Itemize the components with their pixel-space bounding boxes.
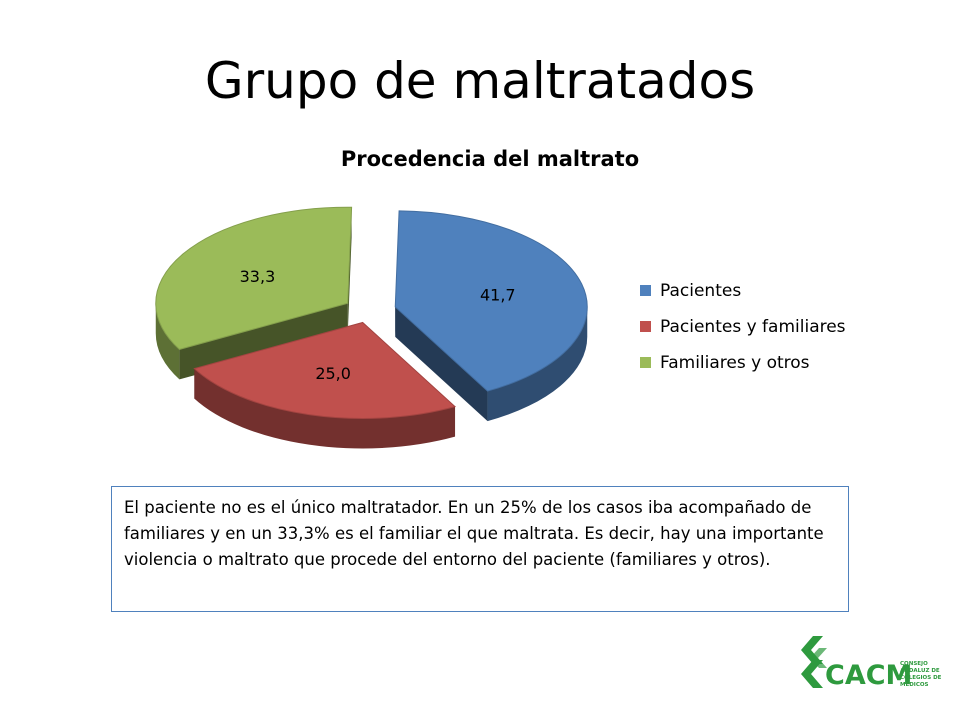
pie-slice-outer-wall [155,303,180,380]
pie-slice-wall [179,303,348,380]
pie-slice [193,321,457,419]
legend-entry: Pacientes [660,281,741,301]
legend-swatch [640,321,651,332]
chart-legend: Pacientes Pacientes y familiares Familiare… [640,281,846,373]
cacm-logo: CACM CONSEJO ANDALUZ DE COLEGIOS DE MÉDI… [801,636,942,691]
legend-entry: Familiares y otros [660,353,810,373]
logo-subtext-line: MÉDICOS [900,680,929,688]
pie-slice-outer-wall [194,368,456,449]
legend-entry: Pacientes y familiares [660,317,846,337]
slice-value-label: 41,7 [480,285,516,304]
pie-tops [155,206,588,419]
slice-value-label: 33,3 [240,267,276,286]
legend-swatch [640,357,651,368]
note-text-box: El paciente no es el único maltratador. … [111,486,849,612]
slide-title: Grupo de maltratados [204,52,756,110]
legend-swatch [640,285,651,296]
pie-labels: 33,3 41,7 25,0 [240,267,516,383]
cacm-logo-icon [801,636,827,688]
pie-slice-outer-wall [487,306,588,422]
pie-slice-wall [395,306,488,422]
chart-title: Procedencia del maltrato [341,147,639,171]
logo-subtext-line: COLEGIOS DE [900,675,942,681]
cacm-logo-text: CACM [825,660,912,691]
slice-value-label: 25,0 [315,364,351,383]
pie-chart: Procedencia del maltrato 33,3 41,7 25,0 Pa… [155,147,846,449]
pie-slice [155,206,353,350]
logo-subtext-line: ANDALUZ DE [900,668,940,674]
logo-subtext-line: CONSEJO [900,661,928,667]
cacm-logo-subtext: CONSEJO ANDALUZ DE COLEGIOS DE MÉDICOS [900,661,942,688]
pie-slice [394,210,588,392]
